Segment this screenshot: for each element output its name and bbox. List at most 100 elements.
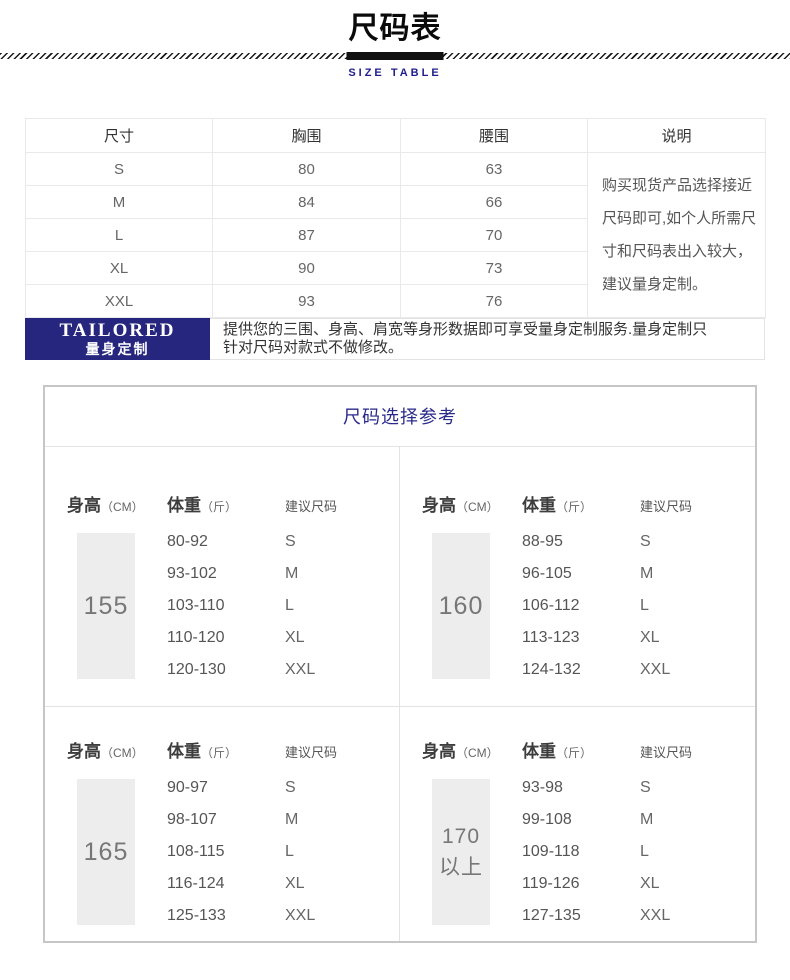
- cell-size: XXL: [25, 284, 213, 318]
- group-head: 身高（CM） 体重（斤） 建议尺码: [422, 737, 755, 762]
- suggested-sizes: S M L XL XXL: [640, 526, 755, 686]
- size-table-header-row: 尺寸 胸围 腰围 说明: [25, 118, 766, 153]
- weight-range: 99-108: [522, 811, 572, 828]
- col-header-bust: 胸围: [212, 118, 401, 153]
- cell-bust: 80: [212, 152, 401, 186]
- tailored-strip: TAILORED 量身定制 提供您的三围、身高、肩宽等身形数据即可享受量身定制服…: [25, 318, 765, 360]
- cell-waist: 76: [400, 284, 588, 318]
- table-row: XL 90 73: [25, 251, 766, 285]
- cell-size: M: [25, 185, 213, 219]
- cell-size: S: [25, 152, 213, 186]
- suggested-size: M: [640, 811, 654, 828]
- group-body: 155 80-92 93-102 103-110 110-120 120-130…: [67, 526, 399, 686]
- weight-range: 125-133: [167, 907, 226, 924]
- suggested-size: XXL: [640, 907, 671, 924]
- weight-label: 体重（斤）: [167, 496, 238, 515]
- weight-range: 116-124: [167, 875, 225, 892]
- group-body: 165 90-97 98-107 108-115 116-124 125-133…: [67, 772, 399, 932]
- cell-bust: 87: [212, 218, 401, 252]
- col-header-size: 尺寸: [25, 118, 213, 153]
- suggested-size: L: [285, 843, 294, 860]
- weight-label: 体重（斤）: [522, 742, 593, 761]
- suggested-sizes: S M L XL XXL: [285, 526, 399, 686]
- weight-range: 127-135: [522, 907, 581, 924]
- page-title: 尺码表: [348, 12, 442, 45]
- reference-group-160: 身高（CM） 体重（斤） 建议尺码 160 88-95 96-105 106-1…: [400, 447, 755, 707]
- weight-ranges: 90-97 98-107 108-115 116-124 125-133: [167, 772, 285, 932]
- suggested-size: S: [640, 533, 651, 550]
- suggested-size: XL: [640, 875, 660, 892]
- cell-waist: 73: [400, 251, 588, 285]
- suggested-size: XXL: [285, 661, 316, 678]
- suggested-size: S: [640, 779, 651, 796]
- reference-title: 尺码选择参考: [45, 387, 755, 447]
- reference-group-165: 身高（CM） 体重（斤） 建议尺码 165 90-97 98-107 108-1…: [45, 707, 400, 941]
- tailored-title-en: TAILORED: [59, 320, 176, 341]
- weight-label: 体重（斤）: [522, 496, 593, 515]
- suggested-size: XXL: [640, 661, 671, 678]
- suggested-size: XL: [285, 875, 305, 892]
- size-table: 尺寸 胸围 腰围 说明 S 80 63 购买现货产品选择接近尺码即可,如个人所需…: [25, 118, 766, 318]
- suggested-sizes: S M L XL XXL: [285, 772, 399, 932]
- table-row: M 84 66: [25, 185, 766, 219]
- table-row: S 80 63 购买现货产品选择接近尺码即可,如个人所需尺寸和尺码表出入较大，建…: [25, 152, 766, 318]
- weight-range: 93-98: [522, 779, 563, 796]
- group-body: 160 88-95 96-105 106-112 113-123 124-132…: [422, 526, 755, 686]
- weight-range: 90-97: [167, 779, 208, 796]
- reference-group-155: 身高（CM） 体重（斤） 建议尺码 155 80-92 93-102 103-1…: [45, 447, 400, 707]
- header-divider: [0, 52, 790, 60]
- weight-range: 93-102: [167, 565, 217, 582]
- title-underline-bar: [346, 52, 444, 60]
- weight-ranges: 88-95 96-105 106-112 113-123 124-132: [522, 526, 640, 686]
- suggested-size: XL: [285, 629, 305, 646]
- suggested-size-label: 建议尺码: [285, 745, 338, 760]
- reference-grid: 身高（CM） 体重（斤） 建议尺码 155 80-92 93-102 103-1…: [45, 447, 755, 941]
- col-header-note: 说明: [587, 118, 766, 153]
- suggested-size-label: 建议尺码: [640, 499, 693, 514]
- suggested-size: XXL: [285, 907, 316, 924]
- height-suffix: 以上: [439, 856, 483, 879]
- weight-range: 103-110: [167, 597, 225, 614]
- cell-size: L: [25, 218, 213, 252]
- page-subtitle: SIZE TABLE: [348, 67, 442, 79]
- tailored-description: 提供您的三围、身高、肩宽等身形数据即可享受量身定制服务.量身定制只针对尺码对款式…: [223, 321, 708, 356]
- weight-range: 96-105: [522, 565, 572, 582]
- weight-range: 80-92: [167, 533, 208, 550]
- height-label: 身高（CM）: [422, 496, 499, 515]
- weight-range: 109-118: [522, 843, 580, 860]
- weight-range: 108-115: [167, 843, 225, 860]
- purchase-note: 购买现货产品选择接近尺码即可,如个人所需尺寸和尺码表出入较大，建议量身定制。: [602, 177, 757, 293]
- cell-bust: 84: [212, 185, 401, 219]
- tailored-description-box: 提供您的三围、身高、肩宽等身形数据即可享受量身定制服务.量身定制只针对尺码对款式…: [210, 318, 765, 360]
- tailored-title-cn: 量身定制: [85, 341, 150, 357]
- height-label: 身高（CM）: [422, 742, 499, 761]
- suggested-size: S: [285, 779, 296, 796]
- suggested-size-label: 建议尺码: [640, 745, 693, 760]
- weight-range: 110-120: [167, 629, 225, 646]
- cell-waist: 70: [400, 218, 588, 252]
- height-value: 170: [441, 824, 481, 848]
- height-label: 身高（CM）: [67, 742, 144, 761]
- suggested-size: M: [640, 565, 654, 582]
- group-body: 170 以上 93-98 99-108 109-118 119-126 127-…: [422, 772, 755, 932]
- suggested-size: M: [285, 565, 299, 582]
- size-chart-header: 尺码表 SIZE TABLE: [0, 0, 790, 79]
- height-value-box: 160: [432, 533, 490, 679]
- col-header-waist: 腰围: [400, 118, 588, 153]
- cell-size: XL: [25, 251, 213, 285]
- suggested-size: L: [640, 843, 649, 860]
- weight-ranges: 80-92 93-102 103-110 110-120 120-130: [167, 526, 285, 686]
- suggested-size: L: [640, 597, 649, 614]
- weight-range: 120-130: [167, 661, 226, 678]
- reference-group-170-plus: 身高（CM） 体重（斤） 建议尺码 170 以上 93-98 99-108 10…: [400, 707, 755, 941]
- note-cell: 购买现货产品选择接近尺码即可,如个人所需尺寸和尺码表出入较大，建议量身定制。: [587, 152, 766, 318]
- suggested-sizes: S M L XL XXL: [640, 772, 755, 932]
- cell-bust: 93: [212, 284, 401, 318]
- height-label: 身高（CM）: [67, 496, 144, 515]
- weight-range: 106-112: [522, 597, 580, 614]
- cell-waist: 63: [400, 152, 588, 186]
- cell-bust: 90: [212, 251, 401, 285]
- suggested-size: XL: [640, 629, 660, 646]
- table-row: XXL 93 76: [25, 284, 766, 318]
- group-head: 身高（CM） 体重（斤） 建议尺码: [67, 491, 399, 516]
